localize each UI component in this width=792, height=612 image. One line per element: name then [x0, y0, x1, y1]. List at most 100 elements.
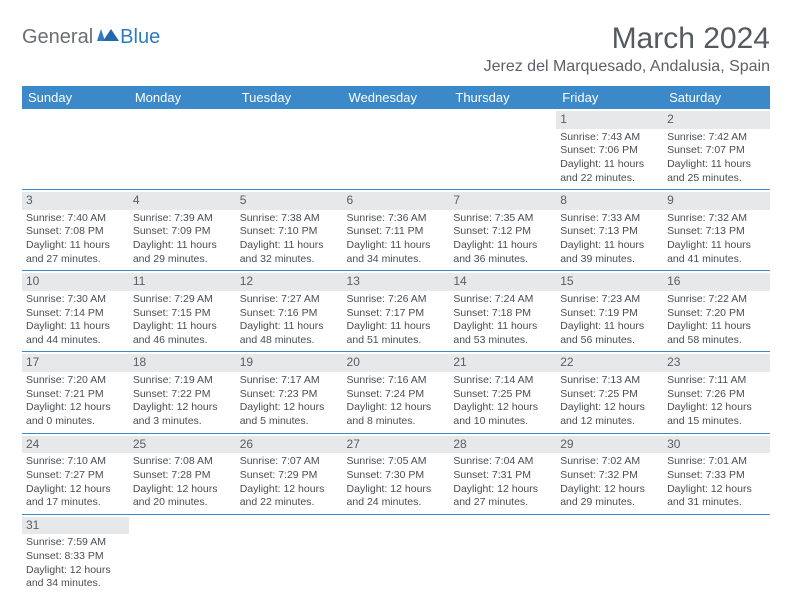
cell-d1: Daylight: 11 hours: [240, 239, 339, 253]
cell-d2: and 0 minutes.: [26, 415, 125, 429]
cell-sr: Sunrise: 7:42 AM: [667, 131, 766, 145]
cell-d1: Daylight: 12 hours: [667, 401, 766, 415]
cell-sr: Sunrise: 7:23 AM: [560, 293, 659, 307]
cell-sr: Sunrise: 7:11 AM: [667, 374, 766, 388]
weekday-header: Thursday: [449, 86, 556, 109]
day-number: 11: [129, 273, 236, 291]
day-number: 6: [343, 192, 450, 210]
cell-sr: Sunrise: 7:38 AM: [240, 212, 339, 226]
calendar-row: 3Sunrise: 7:40 AMSunset: 7:08 PMDaylight…: [22, 190, 770, 271]
cell-ss: Sunset: 7:29 PM: [240, 469, 339, 483]
calendar-cell: 16Sunrise: 7:22 AMSunset: 7:20 PMDayligh…: [663, 271, 770, 352]
calendar-row: 24Sunrise: 7:10 AMSunset: 7:27 PMDayligh…: [22, 433, 770, 514]
calendar-cell: 8Sunrise: 7:33 AMSunset: 7:13 PMDaylight…: [556, 190, 663, 271]
calendar-cell: 1Sunrise: 7:43 AMSunset: 7:06 PMDaylight…: [556, 109, 663, 190]
cell-sr: Sunrise: 7:35 AM: [453, 212, 552, 226]
cell-d2: and 36 minutes.: [453, 253, 552, 267]
cell-d1: Daylight: 12 hours: [347, 401, 446, 415]
day-number: 17: [22, 354, 129, 372]
cell-ss: Sunset: 7:25 PM: [560, 388, 659, 402]
calendar-cell-empty: [449, 514, 556, 595]
calendar-table: SundayMondayTuesdayWednesdayThursdayFrid…: [22, 86, 770, 595]
cell-d1: Daylight: 11 hours: [667, 239, 766, 253]
cell-d1: Daylight: 12 hours: [26, 401, 125, 415]
calendar-cell: 11Sunrise: 7:29 AMSunset: 7:15 PMDayligh…: [129, 271, 236, 352]
cell-sr: Sunrise: 7:26 AM: [347, 293, 446, 307]
cell-ss: Sunset: 7:25 PM: [453, 388, 552, 402]
cell-d1: Daylight: 11 hours: [667, 320, 766, 334]
day-number: 29: [556, 436, 663, 454]
cell-d1: Daylight: 11 hours: [453, 239, 552, 253]
cell-sr: Sunrise: 7:30 AM: [26, 293, 125, 307]
calendar-cell: 27Sunrise: 7:05 AMSunset: 7:30 PMDayligh…: [343, 433, 450, 514]
calendar-row: 31Sunrise: 7:59 AMSunset: 8:33 PMDayligh…: [22, 514, 770, 595]
cell-ss: Sunset: 7:21 PM: [26, 388, 125, 402]
weekday-header: Tuesday: [236, 86, 343, 109]
day-number: 30: [663, 436, 770, 454]
cell-ss: Sunset: 7:26 PM: [667, 388, 766, 402]
cell-d2: and 5 minutes.: [240, 415, 339, 429]
cell-ss: Sunset: 7:13 PM: [667, 225, 766, 239]
day-number: 14: [449, 273, 556, 291]
day-number: 8: [556, 192, 663, 210]
cell-d2: and 29 minutes.: [560, 496, 659, 510]
day-number: 19: [236, 354, 343, 372]
cell-sr: Sunrise: 7:17 AM: [240, 374, 339, 388]
weekday-header: Wednesday: [343, 86, 450, 109]
cell-ss: Sunset: 7:12 PM: [453, 225, 552, 239]
cell-d2: and 27 minutes.: [453, 496, 552, 510]
cell-ss: Sunset: 7:13 PM: [560, 225, 659, 239]
calendar-cell-empty: [236, 109, 343, 190]
cell-d2: and 12 minutes.: [560, 415, 659, 429]
calendar-cell: 22Sunrise: 7:13 AMSunset: 7:25 PMDayligh…: [556, 352, 663, 433]
day-number: 10: [22, 273, 129, 291]
calendar-cell: 28Sunrise: 7:04 AMSunset: 7:31 PMDayligh…: [449, 433, 556, 514]
cell-d2: and 32 minutes.: [240, 253, 339, 267]
weekday-header-row: SundayMondayTuesdayWednesdayThursdayFrid…: [22, 86, 770, 109]
day-number: 1: [556, 111, 663, 129]
cell-sr: Sunrise: 7:40 AM: [26, 212, 125, 226]
cell-ss: Sunset: 7:20 PM: [667, 307, 766, 321]
day-number: 9: [663, 192, 770, 210]
cell-ss: Sunset: 7:17 PM: [347, 307, 446, 321]
cell-d1: Daylight: 12 hours: [26, 483, 125, 497]
day-number: 3: [22, 192, 129, 210]
calendar-cell: 26Sunrise: 7:07 AMSunset: 7:29 PMDayligh…: [236, 433, 343, 514]
cell-d2: and 53 minutes.: [453, 334, 552, 348]
calendar-cell-empty: [663, 514, 770, 595]
calendar-cell-empty: [22, 109, 129, 190]
day-number: 5: [236, 192, 343, 210]
cell-sr: Sunrise: 7:02 AM: [560, 455, 659, 469]
cell-sr: Sunrise: 7:19 AM: [133, 374, 232, 388]
cell-sr: Sunrise: 7:16 AM: [347, 374, 446, 388]
logo-text-blue: Blue: [120, 26, 160, 49]
calendar-cell: 14Sunrise: 7:24 AMSunset: 7:18 PMDayligh…: [449, 271, 556, 352]
calendar-cell-empty: [556, 514, 663, 595]
cell-sr: Sunrise: 7:24 AM: [453, 293, 552, 307]
logo-flag-icon: [97, 26, 119, 49]
day-number: 22: [556, 354, 663, 372]
day-number: 15: [556, 273, 663, 291]
calendar-cell: 2Sunrise: 7:42 AMSunset: 7:07 PMDaylight…: [663, 109, 770, 190]
cell-d2: and 31 minutes.: [667, 496, 766, 510]
cell-ss: Sunset: 7:24 PM: [347, 388, 446, 402]
calendar-cell-empty: [343, 109, 450, 190]
cell-d2: and 22 minutes.: [560, 172, 659, 186]
calendar-cell: 13Sunrise: 7:26 AMSunset: 7:17 PMDayligh…: [343, 271, 450, 352]
cell-ss: Sunset: 7:30 PM: [347, 469, 446, 483]
calendar-cell-empty: [129, 514, 236, 595]
calendar-cell: 21Sunrise: 7:14 AMSunset: 7:25 PMDayligh…: [449, 352, 556, 433]
cell-sr: Sunrise: 7:01 AM: [667, 455, 766, 469]
cell-d2: and 8 minutes.: [347, 415, 446, 429]
cell-sr: Sunrise: 7:14 AM: [453, 374, 552, 388]
cell-d1: Daylight: 12 hours: [133, 401, 232, 415]
cell-d1: Daylight: 11 hours: [26, 320, 125, 334]
cell-sr: Sunrise: 7:27 AM: [240, 293, 339, 307]
cell-d1: Daylight: 12 hours: [453, 483, 552, 497]
cell-sr: Sunrise: 7:05 AM: [347, 455, 446, 469]
day-number: 27: [343, 436, 450, 454]
cell-ss: Sunset: 7:23 PM: [240, 388, 339, 402]
cell-d2: and 22 minutes.: [240, 496, 339, 510]
cell-d2: and 3 minutes.: [133, 415, 232, 429]
cell-ss: Sunset: 7:07 PM: [667, 144, 766, 158]
